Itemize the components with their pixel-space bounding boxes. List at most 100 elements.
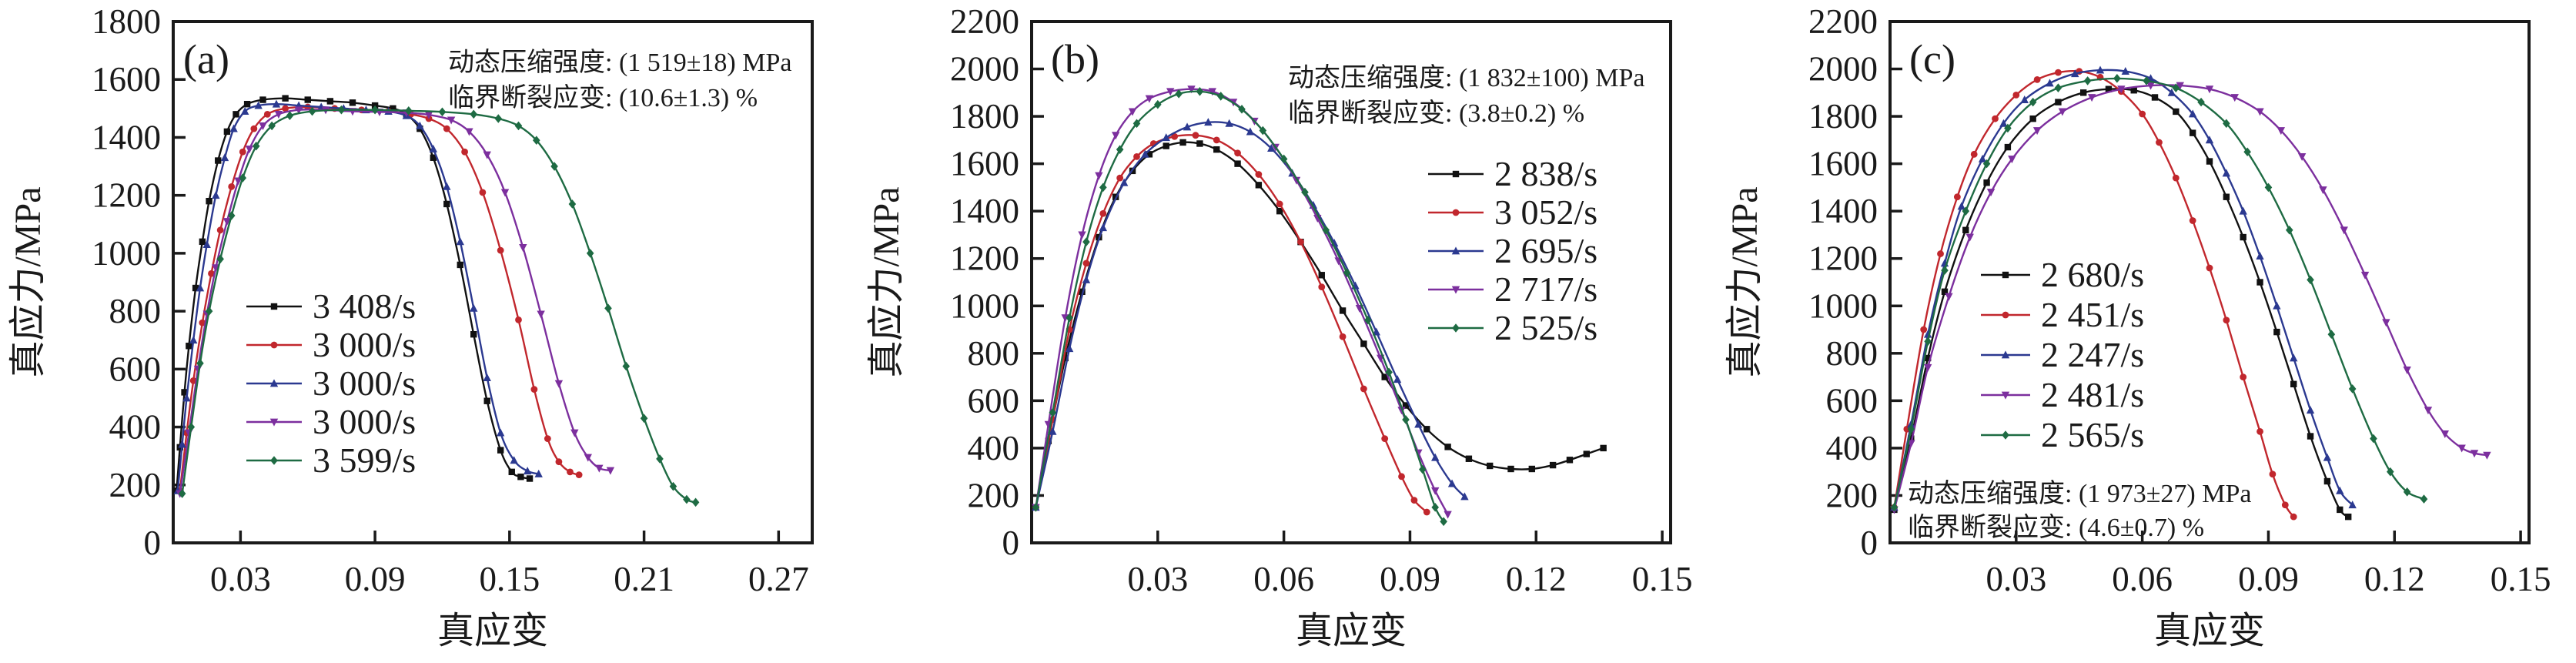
triangle-up-marker bbox=[1183, 122, 1192, 131]
square-marker bbox=[243, 100, 251, 108]
circle-marker bbox=[1423, 508, 1430, 516]
square-marker bbox=[2273, 328, 2280, 336]
triangle-down-marker bbox=[1187, 85, 1196, 94]
circle-marker bbox=[2012, 91, 2020, 99]
square-marker bbox=[2079, 89, 2087, 96]
triangle-up-marker bbox=[1246, 127, 1255, 136]
diamond-marker bbox=[1343, 268, 1351, 277]
triangle-down-marker bbox=[2403, 366, 2411, 374]
square-marker bbox=[2105, 85, 2113, 92]
diamond-marker bbox=[514, 121, 523, 131]
legend-label: 3 052/s bbox=[1494, 193, 1597, 232]
triangle-up-marker bbox=[2348, 501, 2357, 509]
square-marker bbox=[526, 475, 534, 482]
diamond-marker bbox=[1116, 145, 1124, 154]
triangle-up-marker bbox=[1393, 375, 1402, 383]
circle-marker bbox=[2240, 373, 2247, 380]
circle-marker bbox=[2189, 217, 2196, 224]
diamond-marker bbox=[1452, 323, 1460, 333]
plot-frame bbox=[1889, 20, 2531, 544]
y-tick-label: 1400 bbox=[1808, 192, 1878, 230]
circle-marker bbox=[1133, 153, 1140, 160]
triangle-down-marker bbox=[1166, 88, 1175, 96]
diamond-marker bbox=[1132, 119, 1141, 129]
panel-a-chart: 0.03 0.09 0.15 0.21 0.27 0 200 400 600 800 1000 120… bbox=[8, 2, 814, 651]
circle-marker bbox=[575, 471, 583, 479]
diamond-marker bbox=[568, 199, 577, 209]
triangle-up-marker bbox=[1460, 492, 1469, 501]
triangle-down-marker bbox=[2058, 108, 2067, 116]
circle-marker bbox=[1276, 200, 1283, 208]
circle-marker bbox=[515, 316, 522, 323]
diamond-marker bbox=[1049, 407, 1057, 417]
triangle-down-marker bbox=[1208, 88, 1217, 96]
panel-a: 0.03 0.09 0.15 0.21 0.27 0 200 400 600 800 1000 120… bbox=[0, 0, 858, 663]
square-marker bbox=[1983, 179, 1990, 186]
square-marker bbox=[497, 447, 504, 454]
series-2717s bbox=[1032, 85, 1452, 519]
circle-marker bbox=[2033, 75, 2041, 83]
triangle-up-marker bbox=[212, 191, 220, 199]
diamond-marker bbox=[216, 254, 224, 264]
x-tick-label: 0.06 bbox=[1253, 560, 1314, 598]
y-tick-label: 200 bbox=[968, 476, 1020, 514]
diamond-marker bbox=[1431, 503, 1440, 512]
series-line bbox=[1893, 84, 2487, 511]
y-tick-label: 600 bbox=[968, 381, 1020, 420]
triangle-down-marker bbox=[269, 418, 279, 427]
circle-marker bbox=[1360, 385, 1367, 393]
square-marker bbox=[1381, 373, 1388, 380]
circle-marker bbox=[2269, 470, 2277, 478]
square-marker bbox=[2130, 87, 2137, 94]
diamond-marker bbox=[683, 494, 691, 504]
diamond-marker bbox=[1322, 226, 1330, 235]
series-2247s bbox=[1890, 65, 2357, 511]
legend: 3 408/s3 000/s3 000/s3 000/s3 599/s bbox=[246, 286, 416, 480]
triangle-down-marker bbox=[2382, 319, 2390, 327]
square-marker bbox=[1600, 444, 1607, 452]
circle-marker bbox=[270, 341, 278, 349]
diamond-marker bbox=[691, 497, 700, 507]
square-marker bbox=[470, 331, 477, 338]
diamond-marker bbox=[252, 141, 260, 151]
triangle-down-marker bbox=[2360, 271, 2370, 280]
y-tick-label: 600 bbox=[109, 350, 162, 388]
diamond-marker bbox=[1196, 86, 1204, 96]
diamond-marker bbox=[239, 173, 247, 182]
square-marker bbox=[1452, 170, 1460, 178]
triangle-down-marker bbox=[483, 151, 491, 159]
x-axis-title: 真应变 bbox=[437, 611, 548, 651]
square-marker bbox=[1179, 139, 1186, 146]
square-marker bbox=[2290, 380, 2297, 388]
circle-marker bbox=[1937, 250, 1944, 257]
diamond-marker bbox=[604, 303, 612, 313]
circle-marker bbox=[1192, 132, 1199, 139]
y-tick-label: 1600 bbox=[950, 145, 1019, 183]
y-tick-label: 2200 bbox=[950, 2, 1019, 41]
square-marker bbox=[1255, 182, 1263, 189]
square-marker bbox=[2029, 115, 2036, 122]
square-marker bbox=[2173, 108, 2180, 116]
triangle-up-marker bbox=[496, 428, 505, 437]
diamond-marker bbox=[270, 456, 278, 465]
square-marker bbox=[270, 303, 278, 310]
diamond-marker bbox=[622, 361, 631, 371]
circle-marker bbox=[216, 226, 224, 234]
diamond-marker bbox=[1216, 92, 1225, 101]
square-marker bbox=[1566, 457, 1574, 464]
legend-label: 2 695/s bbox=[1494, 231, 1597, 270]
y-tick-label: 600 bbox=[1826, 381, 1878, 420]
square-marker bbox=[430, 154, 437, 161]
square-marker bbox=[1423, 426, 1430, 433]
diamond-marker bbox=[1440, 517, 1447, 527]
annotation: 动态压缩强度: (1 973±27) MPa 临界断裂应变: (4.6±0.7) … bbox=[1908, 479, 2251, 542]
legend-label: 2 838/s bbox=[1494, 154, 1597, 193]
square-marker bbox=[483, 397, 490, 404]
triangle-down-marker bbox=[424, 111, 433, 119]
x-tick-label: 0.03 bbox=[1127, 560, 1188, 598]
triangle-up-marker bbox=[220, 153, 229, 162]
triangle-down-marker bbox=[2483, 451, 2491, 460]
square-marker bbox=[304, 96, 311, 103]
diamond-marker bbox=[1238, 105, 1246, 114]
